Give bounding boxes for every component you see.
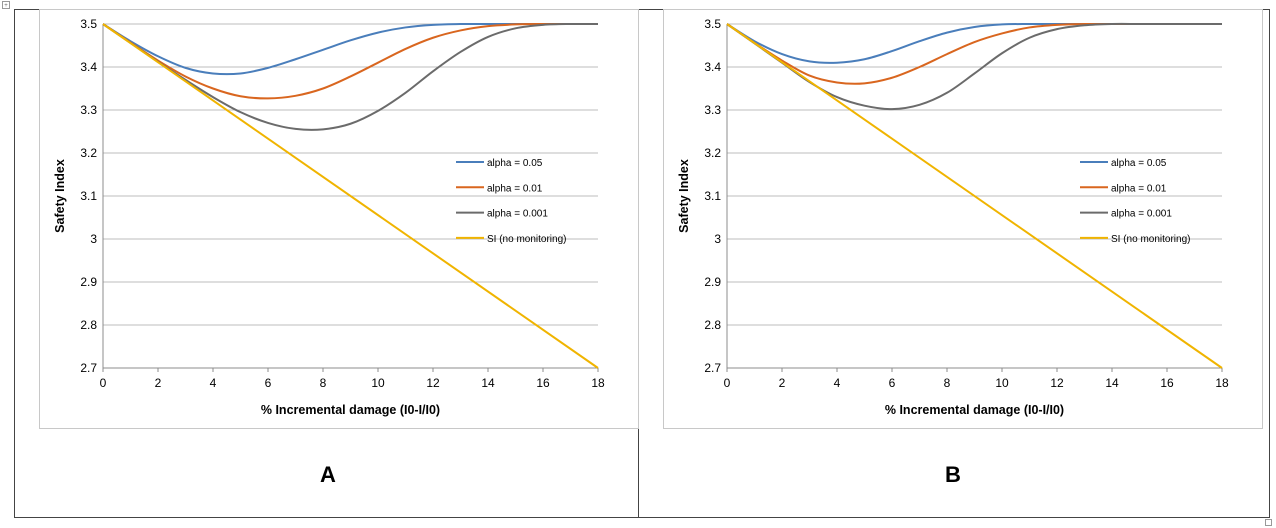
chart-b-svg: 2.7 2.8 2.9 3 3.1 3.2 3.3 3.4 3.5 0 2 4 6 8 10 12 14 16 18… [663, 9, 1263, 429]
y-tick-label: 2.9 [704, 275, 721, 289]
x-tick-label: 0 [724, 376, 731, 390]
y-tick-label: 3 [714, 232, 721, 246]
panel-label-a: A [320, 462, 336, 487]
legend-label: SI (no monitoring) [1111, 234, 1190, 245]
x-tick-label: 4 [834, 376, 841, 390]
series-line [102, 22, 598, 100]
x-tick-label: 16 [1160, 376, 1174, 390]
legend-label: alpha = 0.01 [1111, 183, 1167, 194]
legend-label: alpha = 0.01 [487, 183, 543, 194]
legend-label: alpha = 0.05 [487, 158, 543, 169]
x-tick-label: 10 [371, 376, 385, 390]
y-tick-label: 3.3 [704, 103, 721, 117]
x-tick-label: 4 [210, 376, 217, 390]
x-tick-label: 18 [1215, 376, 1229, 390]
x-tick-label: 10 [995, 376, 1009, 390]
x-axis-title: % Incremental damage (I0-I/I0) [261, 403, 440, 417]
resize-handle-icon[interactable] [1265, 519, 1272, 526]
x-tick-label: 8 [320, 376, 327, 390]
chart-border [39, 9, 639, 429]
x-tick-label: 2 [155, 376, 162, 390]
x-tick-label: 6 [265, 376, 272, 390]
y-tick-label: 2.9 [80, 275, 97, 289]
chart-panel-b: 2.7 2.8 2.9 3 3.1 3.2 3.3 3.4 3.5 0 2 4 6 8 10 12 14 16 18… [663, 9, 1263, 429]
series-line [102, 23, 599, 369]
x-tick-label: 18 [591, 376, 605, 390]
y-tick-label: 3.5 [704, 17, 721, 31]
y-tick-label: 2.7 [704, 361, 721, 375]
y-tick-label: 3.1 [704, 189, 721, 203]
panel-label-b: B [945, 462, 961, 487]
x-tick-label: 14 [481, 376, 495, 390]
move-handle-icon[interactable]: + [2, 1, 10, 9]
series-line [726, 23, 1223, 369]
x-tick-label: 2 [779, 376, 786, 390]
y-tick-label: 3.2 [704, 146, 721, 160]
y-axis-title: Safety Index [677, 159, 691, 233]
legend-label: SI (no monitoring) [487, 234, 566, 245]
series-line [102, 22, 599, 131]
x-tick-label: 12 [426, 376, 440, 390]
x-tick-label: 0 [100, 376, 107, 390]
y-tick-label: 3.4 [80, 60, 97, 74]
y-tick-label: 3.3 [80, 103, 97, 117]
chart-panel-a: 2.7 2.8 2.9 3 3.1 3.2 3.3 3.4 3.5 0 2 4 6 8 10 12 14 16 18… [39, 9, 639, 429]
y-tick-label: 3.1 [80, 189, 97, 203]
x-tick-label: 12 [1050, 376, 1064, 390]
x-tick-label: 16 [536, 376, 550, 390]
x-tick-label: 6 [889, 376, 896, 390]
figure-frame [14, 9, 1270, 518]
y-tick-label: 3.5 [80, 17, 97, 31]
x-axis-title: % Incremental damage (I0-I/I0) [885, 403, 1064, 417]
y-tick-label: 3 [90, 232, 97, 246]
y-tick-label: 3.4 [704, 60, 721, 74]
x-tick-label: 14 [1105, 376, 1119, 390]
y-tick-label: 3.2 [80, 146, 97, 160]
legend-label: alpha = 0.001 [1111, 209, 1172, 220]
y-tick-label: 2.8 [80, 318, 97, 332]
x-tick-label: 8 [944, 376, 951, 390]
chart-a-svg: 2.7 2.8 2.9 3 3.1 3.2 3.3 3.4 3.5 0 2 4 6 8 10 12 14 16 18… [39, 9, 639, 429]
y-tick-label: 2.7 [80, 361, 97, 375]
legend-label: alpha = 0.05 [1111, 158, 1167, 169]
chart-border [663, 9, 1263, 429]
y-axis-title: Safety Index [53, 159, 67, 233]
legend-label: alpha = 0.001 [487, 209, 548, 220]
y-tick-label: 2.8 [704, 318, 721, 332]
